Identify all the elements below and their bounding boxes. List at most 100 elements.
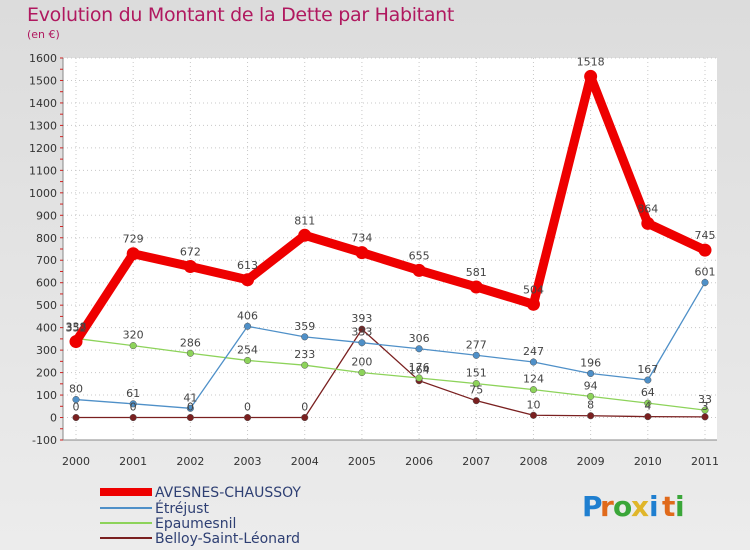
y-tick-label: 300 — [36, 344, 57, 357]
x-tick-label: 2009 — [577, 455, 605, 468]
data-point — [472, 351, 480, 359]
data-label: 41 — [183, 391, 197, 404]
data-label: 33 — [698, 393, 712, 406]
data-point — [186, 404, 194, 412]
data-label: 277 — [466, 338, 487, 351]
data-point — [584, 69, 598, 83]
data-point — [472, 380, 480, 388]
y-tick-label: -100 — [32, 434, 57, 447]
x-tick-label: 2000 — [62, 455, 90, 468]
data-label: 393 — [351, 312, 372, 325]
data-point — [358, 325, 366, 333]
data-label: 352 — [66, 321, 87, 334]
data-point — [241, 273, 255, 287]
data-label: 734 — [351, 232, 372, 245]
y-tick-label: 600 — [36, 277, 57, 290]
data-label: 581 — [466, 266, 487, 279]
data-label: 196 — [580, 356, 601, 369]
data-point — [412, 263, 426, 277]
y-tick-label: 500 — [36, 299, 57, 312]
x-tick-label: 2005 — [348, 455, 376, 468]
y-tick-label: 1000 — [29, 187, 57, 200]
brand-logo-char: i — [649, 490, 659, 523]
data-label: 254 — [237, 343, 258, 356]
brand-logo-char: i — [675, 490, 685, 523]
series-line — [75, 337, 706, 411]
data-point — [587, 392, 595, 400]
data-point — [701, 413, 709, 421]
data-point — [529, 411, 538, 419]
y-tick-label: 700 — [36, 254, 57, 267]
series-line — [75, 281, 706, 409]
data-point — [587, 369, 595, 378]
data-label: 151 — [466, 367, 487, 380]
data-point — [186, 349, 194, 357]
y-tick-label: 200 — [36, 367, 57, 380]
data-point — [243, 413, 252, 422]
data-point — [644, 413, 652, 421]
data-label: 406 — [237, 309, 258, 322]
data-label: 61 — [126, 387, 140, 400]
x-tick-label: 2011 — [691, 455, 719, 468]
data-label: 233 — [294, 348, 315, 361]
data-point — [472, 397, 480, 405]
data-label: 333 — [351, 326, 372, 339]
brand-logo-char: o — [613, 490, 632, 523]
legend-label: Epaumesnil — [155, 516, 236, 532]
y-tick-label: 1400 — [29, 97, 57, 110]
data-label: 80 — [69, 383, 83, 396]
data-point — [183, 260, 197, 274]
y-tick-label: 1600 — [29, 52, 57, 65]
data-point — [243, 356, 252, 365]
data-point — [298, 228, 312, 242]
data-label: 8 — [587, 399, 594, 412]
data-point — [301, 361, 309, 369]
data-point — [355, 246, 369, 260]
x-tick-label: 2004 — [291, 455, 319, 468]
data-point — [358, 369, 366, 377]
y-tick-label: 100 — [36, 389, 57, 402]
data-point — [129, 342, 137, 350]
brand-logo-char: x — [631, 490, 649, 523]
data-label: 0 — [73, 401, 80, 414]
y-tick-label: 0 — [50, 412, 57, 425]
data-label: 504 — [523, 283, 544, 296]
data-label: 3 — [702, 400, 709, 413]
legend-label: Belloy-Saint-Léonard — [155, 531, 300, 547]
data-label: 655 — [409, 249, 430, 262]
brand-logo-char: P — [582, 490, 603, 523]
data-label: 811 — [294, 214, 315, 227]
data-point — [469, 280, 483, 294]
y-tick-label: 900 — [36, 209, 57, 222]
data-label: 94 — [584, 379, 598, 392]
data-label: 4 — [644, 400, 651, 413]
data-point — [126, 247, 140, 261]
legend-label: Étréjust — [155, 500, 209, 517]
data-point — [72, 396, 80, 404]
data-label: 613 — [237, 259, 258, 272]
chart-title: Evolution du Montant de la Dette par Hab… — [27, 4, 455, 26]
data-label: 601 — [695, 265, 716, 278]
x-tick-label: 2008 — [519, 455, 547, 468]
brand-logo-char: t — [662, 490, 675, 523]
data-point — [243, 322, 252, 330]
data-label: 167 — [637, 363, 658, 376]
x-tick-label: 2001 — [119, 455, 147, 468]
data-point — [526, 297, 540, 311]
data-point — [129, 413, 137, 422]
y-tick-label: 1100 — [29, 164, 57, 177]
data-point — [698, 243, 712, 257]
data-label: 729 — [123, 233, 144, 246]
data-label: 338 — [66, 321, 87, 334]
data-label: 164 — [409, 364, 430, 377]
x-tick-label: 2007 — [462, 455, 490, 468]
data-label: 359 — [294, 320, 315, 333]
data-point — [301, 333, 309, 341]
plot-area — [63, 58, 717, 440]
x-tick-label: 2006 — [405, 455, 433, 468]
data-point — [529, 386, 538, 394]
data-label: 247 — [523, 345, 544, 358]
data-point — [701, 278, 709, 287]
data-point — [69, 335, 83, 349]
data-point — [644, 376, 652, 384]
